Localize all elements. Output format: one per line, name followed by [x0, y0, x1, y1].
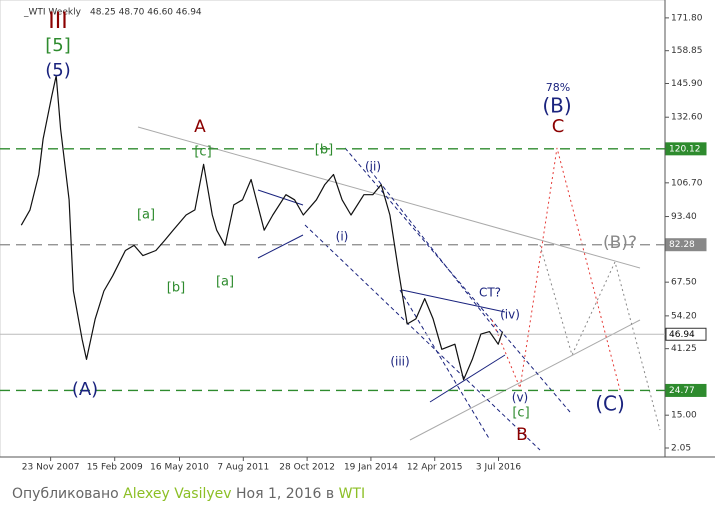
wave-label: CT?: [479, 286, 501, 300]
symbol-link[interactable]: WTI: [338, 486, 366, 502]
wave-label: III: [48, 9, 67, 34]
wave-label: (iii): [390, 355, 409, 369]
wave-label: 78%: [546, 81, 570, 94]
wave-label: (A): [72, 379, 98, 400]
wave-label: [5]: [45, 35, 71, 56]
trendline: [409, 319, 641, 441]
level-label: 82.28: [669, 240, 695, 250]
wave-label: [c]: [512, 406, 529, 421]
y-tick-label: 132.60: [671, 113, 703, 123]
channel-line: [304, 224, 541, 451]
channel-line: [399, 289, 491, 441]
level-badge: [665, 238, 707, 252]
x-tick-label: 7 Aug 2011: [217, 463, 269, 473]
level-label: 120.12: [669, 144, 701, 154]
wave-label: (v): [512, 391, 528, 405]
y-tick-label: 15.00: [671, 411, 697, 421]
price-line: [20, 75, 504, 381]
wave-label: (C): [595, 392, 625, 416]
plot-frame: [0, 0, 666, 458]
x-tick-label: 3 Jul 2016: [476, 463, 521, 473]
wave-drawings: [137, 126, 661, 451]
wave-label: C: [552, 116, 565, 137]
channel-line: [344, 147, 571, 413]
channel-line: [369, 169, 501, 336]
wave-label: [c]: [194, 145, 211, 160]
level-label: 24.77: [669, 386, 695, 396]
wave-label: [a]: [137, 208, 155, 223]
forecast-path: [539, 244, 661, 431]
chart-title: _WTI Weekly: [23, 8, 82, 18]
y-tick-label: 106.70: [671, 178, 703, 188]
footer: Опубликовано Alexey Vasilyev Ноя 1, 2016…: [12, 486, 365, 502]
y-tick-label: 93.40: [671, 212, 697, 222]
level-badge: [665, 383, 707, 397]
footer-prefix: Опубликовано: [12, 486, 119, 502]
triangle-line: [257, 234, 304, 259]
y-tick-label: 145.90: [671, 79, 703, 89]
wave-label: A: [194, 117, 206, 137]
level-badge: [665, 327, 707, 341]
wave-label: [a]: [216, 275, 234, 290]
level-badge: [665, 142, 707, 156]
triangle-line: [401, 289, 506, 313]
x-tick-label: 23 Nov 2007: [22, 463, 80, 473]
x-tick-label: 16 May 2010: [150, 463, 209, 473]
publish-date: Ноя 1, 2016 в: [236, 486, 335, 502]
wave-label: (B)?: [603, 233, 637, 253]
wave-label: B: [516, 425, 528, 445]
wave-label: (ii): [365, 160, 381, 174]
y-tick-label: 171.80: [671, 13, 703, 23]
wave-label: [b]: [315, 143, 333, 158]
y-tick-label: 2.05: [671, 444, 691, 454]
ohlc-values: 48.25 48.70 46.60 46.94: [90, 8, 202, 18]
level-label: 46.94: [669, 330, 695, 340]
wave-label: (i): [336, 230, 349, 244]
wave-label: (5): [45, 60, 71, 81]
wave-label: [b]: [167, 281, 185, 296]
triangle-line: [429, 354, 506, 403]
wave-label: (iv): [500, 308, 520, 322]
forecast-path: [491, 147, 621, 391]
x-tick-label: 19 Jan 2014: [344, 463, 398, 473]
x-tick-label: 12 Apr 2015: [407, 463, 463, 473]
y-tick-label: 41.25: [671, 344, 697, 354]
x-tick-label: 15 Feb 2009: [87, 463, 143, 473]
y-tick-label: 158.85: [671, 46, 703, 56]
x-tick-label: 28 Oct 2012: [279, 463, 335, 473]
author-link[interactable]: Alexey Vasilyev: [123, 486, 232, 502]
chart: _WTI Weekly 48.25 48.70 46.60 46.94 171.…: [0, 0, 715, 473]
y-tick-label: 54.20: [671, 311, 697, 321]
trendline: [137, 126, 641, 269]
wave-label: (B): [542, 94, 571, 118]
y-tick-label: 67.50: [671, 278, 697, 288]
